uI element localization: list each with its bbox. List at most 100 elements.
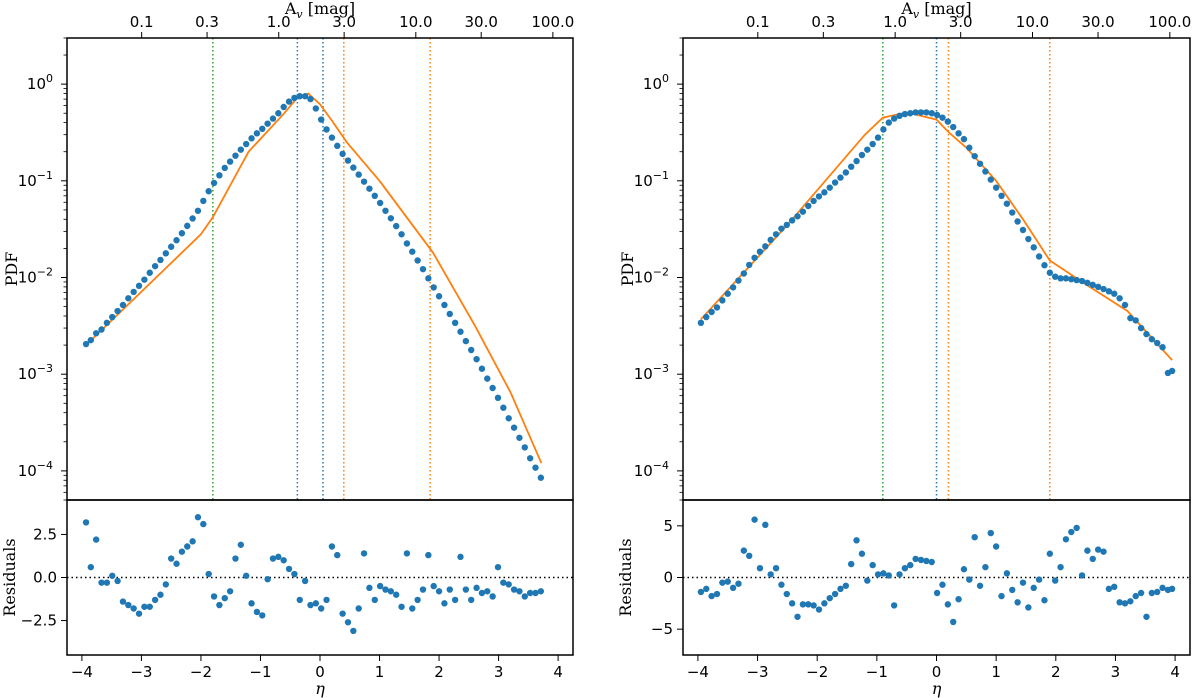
pdf-point <box>810 197 817 205</box>
residual-point <box>1094 546 1102 553</box>
pdf-point <box>772 231 780 238</box>
top-tick-label: 10.0 <box>399 13 432 31</box>
pdf-point <box>944 118 952 125</box>
xtick-label: 0 <box>315 663 325 681</box>
pdf-point <box>537 474 545 481</box>
pdf-point <box>1030 244 1037 251</box>
pdf-point <box>269 115 277 122</box>
top-tick-label: 1.0 <box>883 13 907 31</box>
pdf-point <box>360 178 368 185</box>
pdf-point <box>280 103 287 111</box>
residual-point <box>971 534 978 541</box>
residual-point <box>510 586 518 593</box>
ytick-base: 10 <box>18 172 37 190</box>
top-tick-label: 3.0 <box>332 13 356 31</box>
residual-point <box>103 579 111 586</box>
residual-point <box>189 538 196 545</box>
residual-point <box>350 627 357 635</box>
residual-point <box>1057 563 1064 571</box>
pdf-point <box>794 213 801 220</box>
pdf-point <box>756 248 764 255</box>
lower-plot-area <box>683 516 1190 626</box>
residual-point <box>307 601 314 609</box>
pdf-point <box>285 98 293 105</box>
pdf-point <box>1100 285 1107 293</box>
ytick-exponent: 0 <box>662 72 669 85</box>
residual-point <box>366 584 373 592</box>
pdf-point <box>92 330 100 337</box>
top-axis-label-part: A <box>900 0 913 18</box>
residual-point <box>344 619 352 626</box>
pdf-point <box>468 346 475 354</box>
pdf-point <box>451 319 459 327</box>
residual-point <box>842 582 850 589</box>
pdf-point <box>157 256 164 264</box>
residual-point <box>767 571 774 578</box>
residual-point <box>232 555 239 562</box>
pdf-point <box>125 295 132 302</box>
residual-point <box>772 565 780 572</box>
pdf-point <box>1009 209 1016 216</box>
pdf-point <box>901 110 909 118</box>
ytick-label: 10−2 <box>18 266 53 287</box>
residual-point <box>82 519 90 526</box>
pdf-point <box>1159 344 1166 351</box>
residual-point <box>435 588 443 595</box>
pdf-point <box>226 158 234 165</box>
pdf-point <box>473 355 480 363</box>
residual-point <box>478 589 486 597</box>
pdf-point <box>291 94 298 102</box>
pdf-point <box>130 288 137 296</box>
pdf-point <box>1025 235 1032 243</box>
pdf-point <box>259 125 266 133</box>
residual-point <box>1116 599 1123 606</box>
pdf-point <box>301 93 309 100</box>
ytick-lower-label: −2.5 <box>21 612 57 630</box>
residual-point <box>146 603 153 610</box>
residual-point <box>253 608 261 616</box>
ytick-exponent: −3 <box>37 362 53 375</box>
pdf-point <box>976 160 984 167</box>
pdf-point <box>998 192 1005 200</box>
pdf-point <box>334 142 341 150</box>
residual-point <box>848 560 855 568</box>
pdf-point <box>173 237 180 244</box>
pdf-point <box>1143 330 1150 338</box>
top-tick-label: 30.0 <box>1081 13 1114 31</box>
top-tick-label: 1.0 <box>267 13 291 31</box>
residual-point <box>955 596 962 603</box>
residual-point <box>178 548 186 555</box>
residual-point <box>216 601 223 609</box>
pdf-point <box>842 169 850 176</box>
upper-plot-area <box>82 38 545 500</box>
residual-point <box>194 514 202 521</box>
ytick-lower-label: 5 <box>663 517 673 535</box>
pdf-point <box>1132 317 1139 324</box>
pdf-point <box>532 464 539 471</box>
residual-point <box>719 579 726 586</box>
lower-plot: −5 0 5 Residuals −4 −3 −2 −1 0 1 2 3 4 η <box>616 499 1191 698</box>
pdf-point <box>907 110 914 117</box>
xtick-label: 2 <box>1051 663 1061 681</box>
pdf-point <box>719 297 726 304</box>
pdf-point <box>783 221 790 229</box>
pdf-point <box>724 290 731 297</box>
residual-point <box>312 600 320 607</box>
top-axis-label: Av [mag] <box>900 0 971 21</box>
ytick-exponent: −3 <box>653 362 669 375</box>
residual-point <box>430 582 437 590</box>
residual-point <box>264 576 271 583</box>
residual-point <box>398 603 405 610</box>
pdf-point <box>1078 277 1086 285</box>
residual-point <box>933 589 941 597</box>
pdf-point <box>1111 290 1118 297</box>
pdf-point <box>216 172 223 179</box>
residual-point <box>907 561 914 569</box>
ytick-base: 10 <box>634 365 653 383</box>
pdf-point <box>735 277 742 284</box>
residual-point <box>788 600 796 607</box>
ytick-base: 10 <box>643 75 662 93</box>
ytick-label: 10−1 <box>18 169 53 190</box>
residual-point <box>205 570 212 578</box>
